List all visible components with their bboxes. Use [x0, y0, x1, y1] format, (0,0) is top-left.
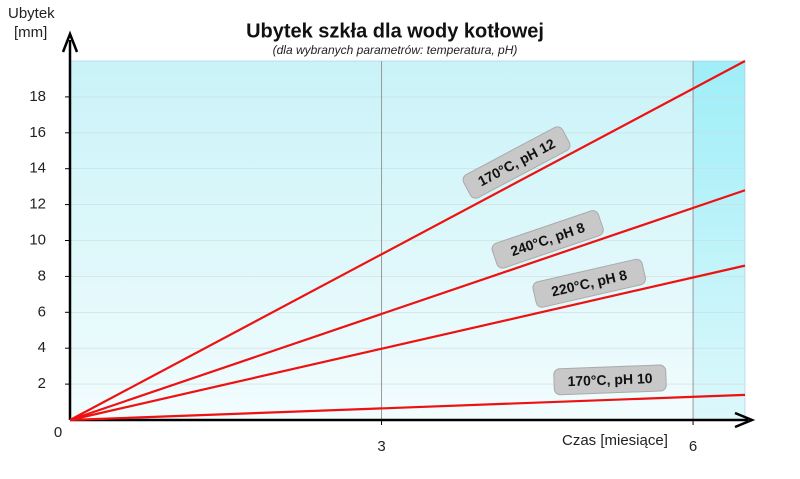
- x-axis-arrow: [734, 411, 756, 429]
- x-axis-label: Czas [miesiące]: [562, 432, 668, 449]
- chart-title: Ubytek szkła dla wody kotłowej: [246, 20, 544, 42]
- series-label-box: [532, 258, 647, 308]
- y-tick-label: 10: [29, 231, 46, 248]
- series-label-box: [491, 210, 604, 269]
- series-label-box: [553, 364, 667, 396]
- series-line: [69, 264, 746, 422]
- y-tick-label: 18: [29, 88, 46, 105]
- x-tick-label: 6: [689, 438, 697, 455]
- y-tick-label: 0: [54, 424, 62, 441]
- y-tick-label: 14: [29, 160, 46, 177]
- y-tick-label: 6: [38, 303, 46, 320]
- series-label-box: [462, 126, 571, 199]
- series-line: [69, 189, 746, 422]
- series-line: [69, 60, 746, 421]
- y-axis-label: Ubytek: [8, 5, 55, 22]
- y-tick-label: 4: [38, 339, 46, 356]
- y-tick-label: 16: [29, 124, 46, 141]
- series-label: 170°C, pH 10: [553, 364, 667, 396]
- y-tick-label: 12: [29, 196, 46, 213]
- y-tick-label: 2: [38, 375, 46, 392]
- series-label-text: 170°C, pH 10: [567, 370, 653, 389]
- y-axis-arrow: [61, 30, 79, 53]
- chart-subtitle: (dla wybranych parametrów: temperatura, …: [273, 43, 518, 57]
- x-tick-label: 3: [377, 438, 385, 455]
- y-tick-label: 8: [38, 267, 46, 284]
- series-line: [69, 393, 746, 422]
- y-axis-label: [mm]: [14, 24, 47, 41]
